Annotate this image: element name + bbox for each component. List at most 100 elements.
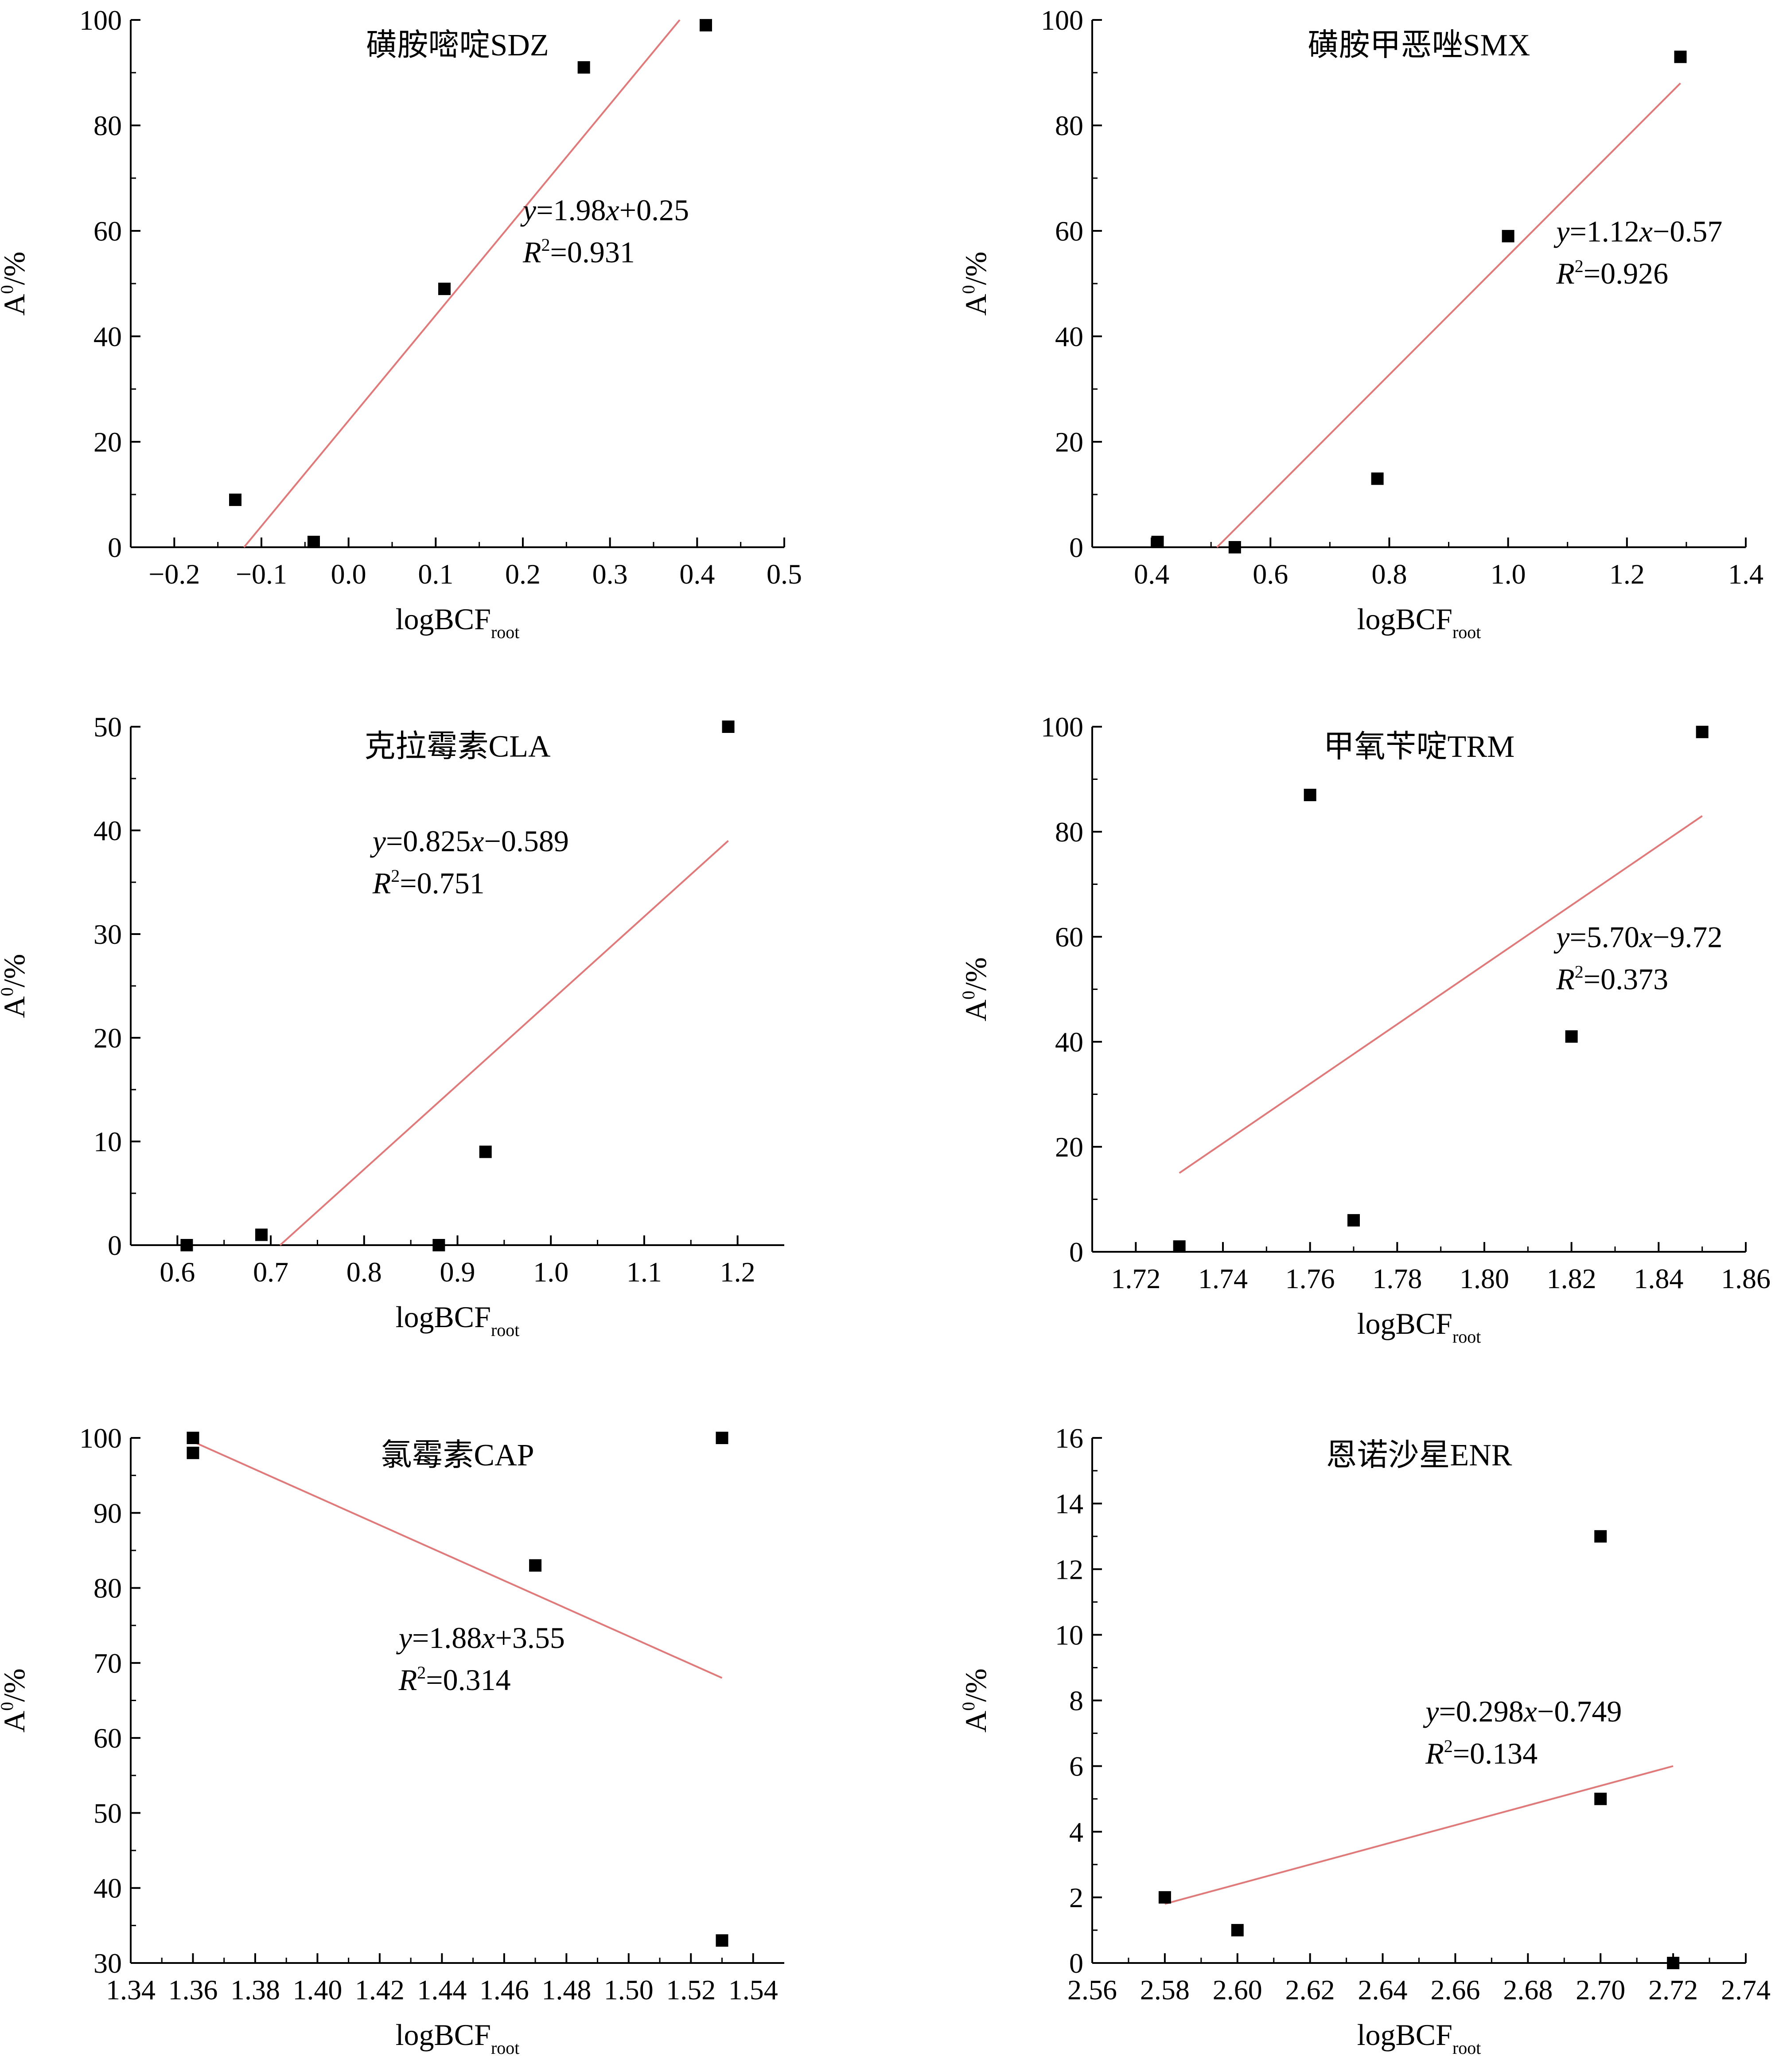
x-tick-label: 0.8 <box>1371 558 1407 590</box>
x-axis-title: logBCFroot <box>1357 1307 1481 1347</box>
y-axis-title: A0/% <box>958 252 993 316</box>
y-tick-label: 40 <box>1055 1026 1083 1058</box>
x-tick-label: 1.2 <box>720 1256 755 1288</box>
x-tick-label: 1.46 <box>479 1974 529 2006</box>
data-point <box>1594 1792 1607 1805</box>
x-tick-label: 1.72 <box>1111 1263 1160 1294</box>
y-axis-title: A0/% <box>0 954 31 1018</box>
x-tick-label: 0.3 <box>592 558 628 590</box>
r-squared: R2=0.751 <box>372 866 485 900</box>
panel-title: 克拉霉素CLA <box>365 730 551 764</box>
chart-panel-3: 0.6 0.7 0.8 0.9 1.0 1.1 1.2 0 10 20 30 40 50 logBCFro… <box>0 711 784 1340</box>
y-tick-label: 0 <box>1069 1236 1083 1268</box>
regression-equation: y=0.298x−0.749 <box>1423 1694 1622 1728</box>
x-tick-label: 1.4 <box>1728 558 1763 590</box>
x-tick-label: 1.50 <box>604 1974 654 2006</box>
y-tick-label: 14 <box>1055 1488 1083 1519</box>
x-tick-label: 1.34 <box>106 1974 156 2006</box>
data-point <box>716 1934 728 1947</box>
x-tick-label: 2.70 <box>1576 1974 1625 2006</box>
chart-panel-5: 1.34 1.36 1.38 1.40 1.42 1.44 1.46 1.48 1.50 1.52… <box>0 1422 784 2058</box>
data-point <box>1228 541 1241 553</box>
x-tick-label: 0.4 <box>679 558 715 590</box>
y-tick-label: 20 <box>93 426 122 458</box>
regression-equation: y=1.88x+3.55 <box>396 1621 565 1655</box>
x-tick-label: 1.42 <box>355 1974 405 2006</box>
data-point <box>1371 472 1384 485</box>
regression-equation: y=5.70x−9.72 <box>1553 920 1722 954</box>
regression-line <box>243 19 681 548</box>
r-squared: R2=0.931 <box>522 235 635 269</box>
x-tick-label: 0.4 <box>1134 558 1169 590</box>
data-point <box>229 493 241 506</box>
data-point <box>1667 1957 1680 1969</box>
x-tick-label: 2.64 <box>1358 1974 1408 2006</box>
data-point <box>1173 1240 1186 1253</box>
r-squared: R2=0.314 <box>398 1663 511 1697</box>
data-point <box>1231 1924 1244 1936</box>
y-tick-label: 40 <box>93 1873 122 1904</box>
y-tick-label: 20 <box>1055 426 1083 458</box>
x-axis-title: logBCFroot <box>396 602 520 642</box>
y-tick-label: 50 <box>93 1797 122 1829</box>
chart-panel-1: −0.2 −0.1 0.0 0.1 0.2 0.3 0.4 0.5 0 20 40 60 80 100 lo… <box>0 4 802 642</box>
x-tick-label: 2.58 <box>1140 1974 1190 2006</box>
x-tick-label: 0.7 <box>253 1256 288 1288</box>
regression-line <box>192 1441 723 1679</box>
x-tick-label: 0.9 <box>440 1256 475 1288</box>
x-tick-label: 2.56 <box>1067 1974 1117 2006</box>
data-point <box>255 1228 268 1241</box>
x-axis-title: logBCFroot <box>396 1300 520 1340</box>
panel-title: 磺胺甲恶唑SMX <box>1308 28 1530 62</box>
x-axis-title: logBCFroot <box>1357 2018 1481 2058</box>
x-tick-label: 1.40 <box>292 1974 342 2006</box>
regression-equation: y=1.12x−0.57 <box>1553 214 1722 248</box>
x-tick-label: 2.68 <box>1503 1974 1553 2006</box>
regression-line <box>1164 1765 1674 1905</box>
data-point <box>700 19 712 31</box>
y-tick-label: 60 <box>1055 215 1083 247</box>
y-tick-label: 30 <box>93 919 122 950</box>
x-tick-label: −0.1 <box>236 558 287 590</box>
y-tick-label: 16 <box>1055 1422 1083 1454</box>
chart-panel-4: 1.72 1.74 1.76 1.78 1.80 1.82 1.84 1.86 0 20 40 60 8… <box>958 711 1771 1347</box>
y-tick-label: 20 <box>1055 1131 1083 1163</box>
chart-panel-6: 2.56 2.58 2.60 2.62 2.64 2.66 2.68 2.70 2.72 2.74… <box>958 1422 1771 2058</box>
y-tick-label: 30 <box>93 1947 122 1979</box>
y-tick-label: 0 <box>1069 1947 1083 1979</box>
x-tick-label: 2.62 <box>1285 1974 1335 2006</box>
data-point <box>1696 725 1709 738</box>
y-tick-label: 80 <box>1055 816 1083 848</box>
x-tick-label: 0.6 <box>1253 558 1288 590</box>
y-tick-label: 6 <box>1069 1751 1083 1782</box>
regression-equation: y=1.98x+0.25 <box>520 193 689 227</box>
data-point <box>438 282 451 295</box>
x-tick-label: 1.78 <box>1372 1263 1422 1294</box>
x-tick-label: 1.82 <box>1547 1263 1596 1294</box>
y-tick-label: 8 <box>1069 1685 1083 1717</box>
data-point <box>1502 230 1514 242</box>
x-tick-label: 2.72 <box>1648 1974 1698 2006</box>
x-tick-label: 1.2 <box>1609 558 1645 590</box>
x-tick-label: 1.38 <box>230 1974 280 2006</box>
data-point <box>1151 536 1164 549</box>
data-point <box>187 1432 199 1444</box>
r-squared: R2=0.926 <box>1556 256 1668 290</box>
x-axis-title: logBCFroot <box>1357 602 1481 642</box>
data-point <box>529 1559 542 1572</box>
data-point <box>577 61 590 74</box>
y-tick-label: 100 <box>1041 711 1083 743</box>
data-point <box>722 721 735 733</box>
y-tick-label: 100 <box>79 1422 122 1454</box>
panel-title: 恩诺沙星ENR <box>1326 1438 1512 1472</box>
y-axis-title: A0/% <box>958 957 993 1021</box>
x-tick-label: 0.1 <box>418 558 453 590</box>
x-tick-label: −0.2 <box>148 558 200 590</box>
panel-title: 氯霉素CAP <box>381 1438 534 1472</box>
x-tick-label: 1.76 <box>1285 1263 1335 1294</box>
data-point <box>1158 1891 1171 1904</box>
data-point <box>187 1446 199 1459</box>
x-axis-title: logBCFroot <box>396 2018 520 2058</box>
r-squared: R2=0.373 <box>1556 962 1668 996</box>
data-point <box>1347 1214 1360 1227</box>
